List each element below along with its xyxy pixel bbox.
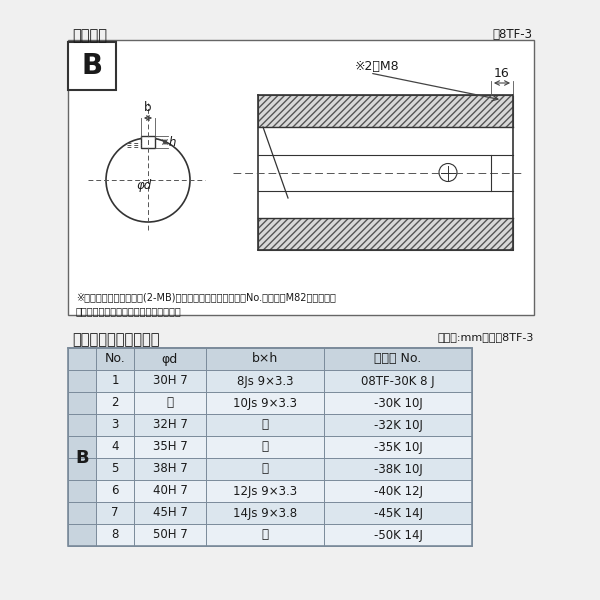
- Text: 35H 7: 35H 7: [152, 440, 187, 454]
- Text: （セットボルトは付属されています。）: （セットボルトは付属されています。）: [76, 306, 182, 316]
- Text: B: B: [82, 52, 103, 80]
- Text: 図8TF-3: 図8TF-3: [492, 28, 532, 41]
- Bar: [68, 370, 96, 546]
- Text: -50K 14J: -50K 14J: [374, 529, 422, 541]
- Text: 2: 2: [111, 397, 119, 409]
- Text: b: b: [144, 101, 152, 114]
- Text: 14Js 9×3.8: 14Js 9×3.8: [233, 506, 297, 520]
- Text: ※2－M8: ※2－M8: [355, 60, 400, 73]
- Bar: [258, 218, 513, 250]
- Text: 40H 7: 40H 7: [152, 485, 187, 497]
- Text: 6: 6: [111, 485, 119, 497]
- Bar: [258, 127, 513, 218]
- Text: 45H 7: 45H 7: [152, 506, 187, 520]
- Text: 12Js 9×3.3: 12Js 9×3.3: [233, 485, 297, 497]
- Text: 50H 7: 50H 7: [152, 529, 187, 541]
- Bar: [96, 370, 472, 392]
- Text: 5: 5: [112, 463, 119, 475]
- Text: B: B: [75, 449, 89, 467]
- Bar: [96, 524, 472, 546]
- Text: コード No.: コード No.: [374, 352, 422, 365]
- Text: 16: 16: [494, 67, 510, 80]
- Text: 〃: 〃: [167, 397, 173, 409]
- Text: 1: 1: [111, 374, 119, 388]
- Text: 8Js 9×3.3: 8Js 9×3.3: [237, 374, 293, 388]
- Text: 7: 7: [111, 506, 119, 520]
- Bar: [68, 348, 472, 370]
- Bar: [96, 436, 472, 458]
- Text: No.: No.: [104, 352, 125, 365]
- Text: b×h: b×h: [252, 352, 278, 365]
- Text: φd: φd: [136, 179, 152, 193]
- Text: 38H 7: 38H 7: [152, 463, 187, 475]
- Text: 32H 7: 32H 7: [152, 419, 187, 431]
- Text: 〃: 〃: [262, 529, 269, 541]
- Text: 30H 7: 30H 7: [152, 374, 187, 388]
- Bar: [96, 414, 472, 436]
- Text: -40K 12J: -40K 12J: [373, 485, 422, 497]
- Circle shape: [106, 138, 190, 222]
- Text: ※セットボルト用タップ(2-MB)が必要な場合は右記コードNo.の末尾にM82を付ける。: ※セットボルト用タップ(2-MB)が必要な場合は右記コードNo.の末尾にM82を…: [76, 292, 336, 302]
- Text: （単位:mm）　袆8TF-3: （単位:mm） 袆8TF-3: [437, 332, 534, 342]
- Text: -35K 10J: -35K 10J: [374, 440, 422, 454]
- Text: φd: φd: [162, 352, 178, 365]
- Text: 4: 4: [111, 440, 119, 454]
- Bar: [96, 480, 472, 502]
- Bar: [96, 502, 472, 524]
- Text: 〃: 〃: [262, 440, 269, 454]
- Bar: [96, 392, 472, 414]
- Text: -32K 10J: -32K 10J: [374, 419, 422, 431]
- Text: 〃: 〃: [262, 419, 269, 431]
- Text: 10Js 9×3.3: 10Js 9×3.3: [233, 397, 297, 409]
- Text: 8: 8: [112, 529, 119, 541]
- Circle shape: [439, 163, 457, 181]
- Bar: [68, 42, 116, 90]
- Text: 〃: 〃: [262, 463, 269, 475]
- Text: 3: 3: [112, 419, 119, 431]
- Bar: [96, 458, 472, 480]
- Text: -30K 10J: -30K 10J: [374, 397, 422, 409]
- Text: 08TF-30K 8 J: 08TF-30K 8 J: [361, 374, 435, 388]
- Bar: [68, 40, 534, 315]
- Text: -38K 10J: -38K 10J: [374, 463, 422, 475]
- Text: 軸穴形状: 軸穴形状: [72, 28, 107, 43]
- Bar: [141, 136, 155, 148]
- Bar: [68, 348, 472, 546]
- Text: h: h: [169, 136, 176, 148]
- Bar: [258, 95, 513, 127]
- Text: 軸穴形状コード一覧表: 軸穴形状コード一覧表: [72, 332, 160, 347]
- Text: -45K 14J: -45K 14J: [373, 506, 422, 520]
